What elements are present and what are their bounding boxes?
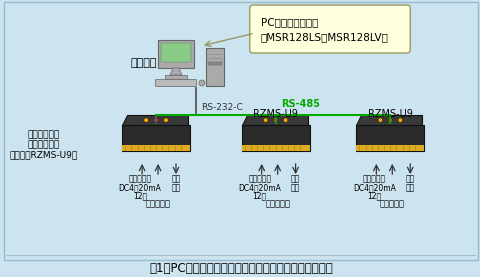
FancyBboxPatch shape — [250, 5, 410, 53]
Text: （MSR128LS、MSR128LV）: （MSR128LS、MSR128LV） — [261, 32, 389, 42]
Circle shape — [388, 118, 393, 122]
Text: 図1　PCレコーダによる燃料電池試験装置のデータ収集: 図1 PCレコーダによる燃料電池試験装置のデータ収集 — [149, 261, 333, 275]
Text: 警報: 警報 — [406, 174, 415, 183]
Circle shape — [164, 118, 168, 122]
FancyBboxPatch shape — [242, 145, 310, 151]
Circle shape — [378, 118, 383, 122]
Text: 出力: 出力 — [291, 183, 300, 192]
Text: ユニバーサル: ユニバーサル — [27, 130, 60, 139]
Text: 12点: 12点 — [133, 191, 147, 200]
Circle shape — [199, 80, 205, 86]
Circle shape — [154, 118, 158, 122]
Text: DC4～20mA: DC4～20mA — [119, 183, 162, 192]
Text: RS-485: RS-485 — [281, 99, 320, 109]
Text: 12点: 12点 — [252, 191, 267, 200]
Circle shape — [144, 118, 148, 122]
FancyBboxPatch shape — [122, 125, 190, 151]
FancyBboxPatch shape — [357, 145, 424, 151]
Text: トリガ信号: トリガ信号 — [380, 199, 405, 208]
Text: PCレコーダライト: PCレコーダライト — [261, 17, 318, 27]
Circle shape — [264, 118, 268, 122]
Circle shape — [398, 118, 402, 122]
Polygon shape — [122, 115, 188, 125]
FancyBboxPatch shape — [206, 48, 224, 86]
Text: DC4～20mA: DC4～20mA — [353, 183, 396, 192]
Text: 測温抵抗体: 測温抵抗体 — [248, 174, 271, 183]
Text: 入力ユニット: 入力ユニット — [27, 140, 60, 149]
Polygon shape — [357, 115, 422, 125]
Text: （形式：RZMS-U9）: （形式：RZMS-U9） — [9, 150, 78, 159]
FancyBboxPatch shape — [357, 125, 424, 151]
Text: 12点: 12点 — [367, 191, 382, 200]
Text: 警報: 警報 — [171, 174, 180, 183]
Circle shape — [284, 118, 288, 122]
FancyBboxPatch shape — [156, 79, 196, 86]
Text: パソコン: パソコン — [131, 58, 157, 68]
FancyBboxPatch shape — [165, 75, 187, 79]
FancyBboxPatch shape — [158, 40, 194, 68]
Text: トリガ信号: トリガ信号 — [145, 199, 170, 208]
Polygon shape — [170, 68, 182, 75]
Text: 測温抵抗体: 測温抵抗体 — [363, 174, 386, 183]
Text: 出力: 出力 — [171, 183, 180, 192]
Text: 警報: 警報 — [291, 174, 300, 183]
FancyBboxPatch shape — [161, 43, 191, 62]
Text: RS-232-C: RS-232-C — [201, 103, 243, 112]
FancyBboxPatch shape — [122, 145, 190, 151]
Text: 出力: 出力 — [406, 183, 415, 192]
FancyBboxPatch shape — [242, 125, 310, 151]
Polygon shape — [242, 115, 308, 125]
Text: 測温抵抗体: 測温抵抗体 — [129, 174, 152, 183]
Text: トリガ信号: トリガ信号 — [265, 199, 290, 208]
FancyBboxPatch shape — [208, 62, 222, 65]
Text: DC4～20mA: DC4～20mA — [238, 183, 281, 192]
Text: RZMS-U9: RZMS-U9 — [368, 109, 413, 119]
Circle shape — [274, 118, 278, 122]
FancyBboxPatch shape — [3, 2, 478, 260]
Text: RZMS-U9: RZMS-U9 — [253, 109, 298, 119]
